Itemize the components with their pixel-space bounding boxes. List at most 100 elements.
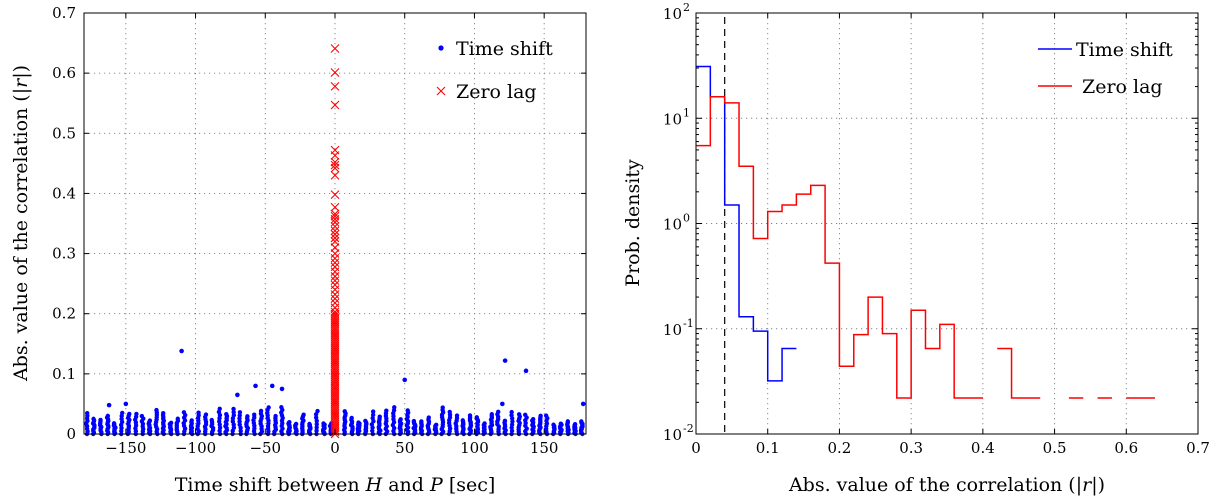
zero-lag-point: [330, 100, 340, 110]
zero-lag-point: [330, 336, 340, 346]
time-shift-point: [238, 428, 243, 434]
legend-marker-zero-lag: [436, 86, 446, 96]
zero-lag-point: [330, 233, 340, 243]
zero-lag-point: [330, 229, 340, 239]
time-shift-point: [196, 410, 201, 415]
zero-lag-point: [330, 395, 340, 405]
time-shift-point: [209, 417, 214, 423]
time-shift-point: [384, 408, 389, 413]
zero-lag-point: [330, 376, 340, 386]
left-x-tick-label: 0: [330, 439, 340, 457]
zero-lag-point: [330, 202, 340, 212]
left-y-tick-label: 0.1: [52, 365, 76, 383]
time-shift-point: [314, 428, 319, 433]
zero-lag-point: [330, 307, 340, 317]
zero-lag-point: [330, 324, 340, 334]
time-shift-point: [287, 420, 292, 425]
zero-lag-point: [330, 160, 340, 170]
time-shift-point: [440, 405, 445, 410]
time-shift-point: [314, 418, 319, 424]
right-x-tick-label: 0.6: [1114, 439, 1138, 457]
right-y-tick-exponent: 2: [683, 1, 690, 14]
time-shift-point: [467, 413, 473, 418]
left-x-tick-label: −150: [105, 439, 146, 457]
time-shift-point: [106, 402, 112, 408]
time-shift-point: [523, 368, 529, 374]
time-shift-point: [370, 428, 375, 434]
zero-lag-point: [330, 298, 340, 308]
time-shift-point: [231, 413, 237, 418]
time-shift-point: [510, 419, 515, 424]
right-x-tick-label: 0.2: [827, 439, 851, 457]
zero-lag-point: [330, 280, 340, 290]
right-x-tick-label: 0.4: [971, 439, 995, 457]
time-shift-point: [120, 410, 125, 416]
left-x-axis-label: Time shift between H and P [sec]: [175, 474, 496, 496]
zero-lag-point: [330, 326, 340, 336]
right-data-lines: [696, 17, 1155, 434]
left-y-tick-label: 0.4: [52, 184, 76, 202]
time-shift-point: [230, 419, 236, 424]
time-shift-point: [161, 410, 166, 416]
zero-lag-point: [330, 303, 340, 313]
zero-lag-point: [330, 311, 340, 321]
time-shift-point: [454, 413, 460, 418]
time-shift-point: [565, 419, 571, 424]
zero-lag-point: [330, 249, 340, 258]
zero-lag-point: [330, 389, 340, 399]
zero-lag-point: [330, 408, 340, 418]
left-y-tick-label: 0.3: [52, 245, 76, 263]
time-shift-point: [231, 406, 236, 412]
time-shift-point: [572, 421, 578, 427]
time-shift-point: [111, 421, 117, 426]
left-y-tick-label: 0.5: [52, 124, 76, 142]
time-shift-point: [349, 415, 354, 421]
zero-lag-point: [330, 404, 340, 414]
time-shift-point: [482, 421, 487, 426]
time-shift-point: [363, 418, 368, 424]
time-shift-point: [273, 413, 278, 419]
zero-lag-histogram: [696, 96, 1155, 399]
zero-lag-point: [330, 374, 340, 384]
time-shift-point: [313, 412, 319, 417]
zero-lag-point: [330, 414, 340, 424]
time-shift-point: [460, 418, 466, 423]
time-shift-point: [496, 409, 501, 415]
zero-lag-point: [330, 402, 340, 412]
time-shift-point: [179, 348, 184, 354]
time-shift-point: [175, 416, 180, 421]
zero-lag-point: [330, 320, 340, 329]
zero-lag-point: [330, 362, 340, 372]
left-scatter-panel: −150 −100 −50 0 50 100 150 0 0.1 0.2 0.3 0.4 0.5 0.6 0…: [10, 4, 587, 496]
time-shift-point: [168, 420, 174, 426]
zero-lag-point: [330, 347, 340, 357]
zero-lag-point: [330, 385, 340, 395]
time-shift-point: [370, 409, 376, 414]
right-y-tick-exponent: 1: [683, 106, 690, 119]
zero-lag-point: [330, 364, 340, 374]
time-shift-point: [235, 392, 240, 398]
time-shift-point: [398, 417, 403, 422]
time-shift-point: [307, 421, 312, 427]
zero-lag-point: [330, 170, 340, 180]
zero-lag-point: [330, 355, 340, 365]
right-y-tick-label: 10: [663, 426, 682, 444]
time-shift-point: [105, 413, 111, 419]
zero-lag-point: [330, 368, 340, 378]
right-x-tick-label: 0: [691, 439, 701, 457]
time-shift-point: [266, 405, 271, 410]
time-shift-point: [538, 413, 543, 419]
time-shift-point: [217, 406, 222, 411]
zero-lag-point: [330, 341, 340, 350]
zero-lag-point: [330, 423, 340, 433]
zero-lag-point: [330, 358, 340, 367]
zero-lag-point: [330, 398, 340, 407]
zero-lag-point: [330, 322, 340, 332]
time-shift-point: [502, 358, 508, 363]
time-shift-point: [231, 425, 237, 430]
zero-lag-point: [330, 214, 340, 224]
time-shift-point: [127, 411, 132, 417]
